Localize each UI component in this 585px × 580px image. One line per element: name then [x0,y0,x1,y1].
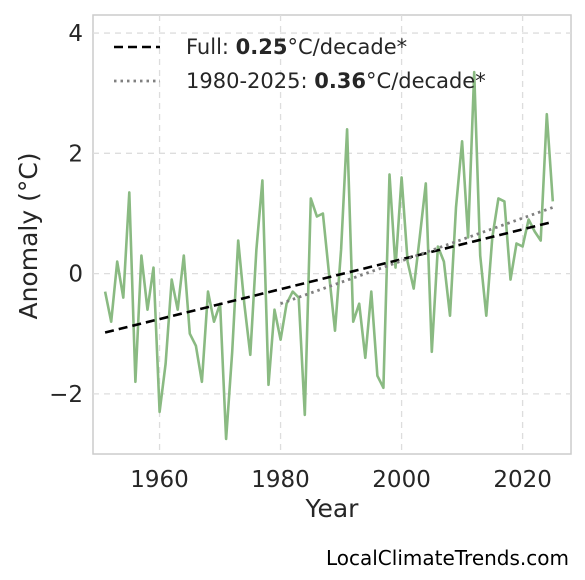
y-tick-label: 0 [68,262,83,288]
trend-lines [104,206,554,334]
plot-area [92,14,572,455]
trend-line-recent [280,206,554,305]
y-axis: −2 0 2 4 [49,21,83,408]
y-tick-label: 4 [68,21,83,47]
legend-entry-full: Full: 0.25°C/decade* [186,35,407,59]
trend-line-full [104,220,554,334]
y-axis-title: Anomaly (°C) [14,152,43,319]
legend-value-full: 0.25 [236,35,288,59]
x-tick-label: 1960 [130,467,189,493]
source-credit: LocalClimateTrends.com [325,546,569,570]
legend-value-recent: 0.36 [314,69,366,93]
anomaly-line [103,70,555,441]
x-tick-label: 2020 [493,467,552,493]
y-tick-label: −2 [49,382,83,408]
x-tick-label: 2000 [372,467,431,493]
legend: Full: 0.25°C/decade* 1980-2025: 0.36°C/d… [114,35,486,93]
series-group [103,70,555,441]
y-tick-label: 2 [68,141,83,167]
legend-label-recent: 1980-2025: [186,69,314,93]
x-axis: 1960 1980 2000 2020 [130,467,552,493]
x-tick-label: 1980 [251,467,310,493]
legend-entry-recent: 1980-2025: 0.36°C/decade* [186,69,486,93]
x-axis-title: Year [305,494,360,523]
legend-unit-recent: °C/decade* [366,69,486,93]
legend-unit-full: °C/decade* [288,35,408,59]
legend-label-full: Full: [186,35,236,59]
